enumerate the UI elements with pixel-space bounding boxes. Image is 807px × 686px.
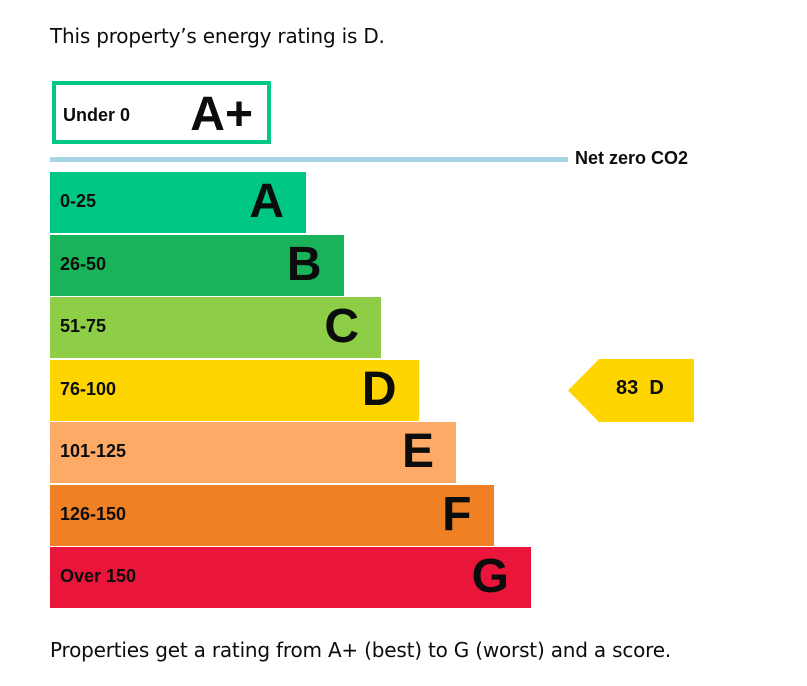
current-rating-label: 83 D xyxy=(616,377,664,399)
intro-text: This property’s energy rating is D. xyxy=(50,24,385,48)
net-zero-line xyxy=(50,157,568,162)
band-f-letter: F xyxy=(442,487,472,541)
band-d-range: 76-100 xyxy=(60,378,117,399)
band-a-letter: A xyxy=(249,175,284,228)
band-a-plus-range: Under 0 xyxy=(63,105,131,125)
current-rating-marker: 83 D xyxy=(568,359,694,427)
band-f: 126-150 F xyxy=(50,484,494,546)
band-d: 76-100 D xyxy=(50,359,419,421)
band-a-plus-letter: A+ xyxy=(190,88,253,141)
band-a-range: 0-25 xyxy=(60,191,97,211)
band-a: 0-25 A xyxy=(50,172,306,233)
current-rating-arrow xyxy=(568,359,694,422)
band-c-letter: C xyxy=(324,300,359,353)
band-g-letter: G xyxy=(471,550,509,603)
band-a-plus: Under 0 A+ xyxy=(52,81,271,144)
band-e: 101-125 E xyxy=(50,422,456,483)
band-b-letter: B xyxy=(286,237,322,291)
band-e-letter: E xyxy=(401,425,434,478)
band-g-range: Over 150 xyxy=(60,566,137,586)
band-d-letter: D xyxy=(361,362,397,416)
band-e-range: 101-125 xyxy=(60,441,127,461)
band-b-range: 26-50 xyxy=(60,253,107,274)
band-f-range: 126-150 xyxy=(60,503,127,524)
band-b: 26-50 B xyxy=(50,234,344,296)
band-c-range: 51-75 xyxy=(60,316,107,336)
net-zero-label: Net zero CO2 xyxy=(575,148,689,168)
band-g: Over 150 G xyxy=(50,547,531,608)
footer-text: Properties get a rating from A+ (best) t… xyxy=(50,638,671,662)
current-rating-arrow-shape xyxy=(568,359,694,422)
band-c: 51-75 C xyxy=(50,297,381,358)
